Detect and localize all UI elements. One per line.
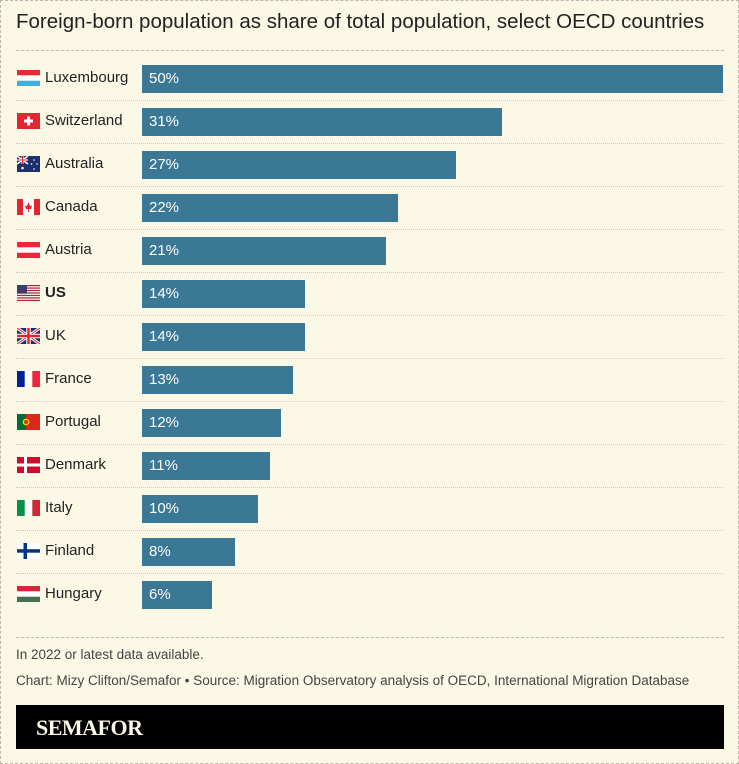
- bar-row-finland: Finland 8%: [16, 531, 724, 574]
- data-label: 8%: [149, 543, 171, 560]
- bar-row-canada: Canada 22%: [16, 187, 724, 230]
- bar-denmark: [142, 452, 270, 480]
- bar-france: [142, 366, 294, 394]
- category-label: Hungary: [45, 585, 102, 602]
- category-label: Portugal: [45, 413, 101, 430]
- category-label: Luxembourg: [45, 69, 129, 86]
- australia-flag-icon: [17, 156, 40, 172]
- chart-title: Foreign-born population as share of tota…: [16, 10, 705, 33]
- category-label: Italy: [45, 499, 73, 516]
- data-label: 13%: [149, 371, 180, 388]
- bar-us: [142, 280, 305, 308]
- category-label: Denmark: [45, 456, 106, 473]
- data-label: 21%: [149, 242, 180, 259]
- bar-switzerland: [142, 108, 503, 136]
- us-flag-icon: [17, 285, 40, 301]
- category-label: Switzerland: [45, 112, 123, 129]
- bar-row-hungary: Hungary 6%: [16, 574, 724, 617]
- bar-austria: [142, 237, 387, 265]
- bar-uk: [142, 323, 305, 351]
- data-label: 14%: [149, 285, 180, 302]
- data-label: 31%: [149, 113, 180, 130]
- bar-row-us: US 14%: [16, 273, 724, 316]
- data-label: 6%: [149, 586, 171, 603]
- switzerland-flag-icon: [17, 113, 40, 129]
- uk-flag-icon: [17, 328, 40, 344]
- category-label: Austria: [45, 241, 92, 258]
- category-label: US: [45, 284, 66, 301]
- portugal-flag-icon: [17, 414, 40, 430]
- canada-flag-icon: [17, 199, 40, 215]
- bar-italy: [142, 495, 259, 523]
- category-label: Canada: [45, 198, 98, 215]
- bar-canada: [142, 194, 398, 222]
- semafor-logo: SEMAFOR: [16, 705, 724, 749]
- bar-row-luxembourg: Luxembourg 50%: [16, 58, 724, 101]
- luxembourg-flag-icon: [17, 70, 40, 86]
- data-label: 11%: [149, 457, 178, 474]
- note: In 2022 or latest data available.: [16, 647, 204, 662]
- category-label: UK: [45, 327, 66, 344]
- bar-row-denmark: Denmark 11%: [16, 445, 724, 488]
- bar-rows: Luxembourg 50% Switzerland 31% Australia…: [16, 58, 724, 617]
- category-label: Australia: [45, 155, 104, 172]
- bar-portugal: [142, 409, 282, 437]
- data-label: 50%: [149, 70, 180, 87]
- data-label: 27%: [149, 156, 180, 173]
- austria-flag-icon: [17, 242, 40, 258]
- divider: [16, 50, 724, 51]
- bar-row-france: France 13%: [16, 359, 724, 402]
- finland-flag-icon: [17, 543, 40, 559]
- bar-row-italy: Italy 10%: [16, 488, 724, 531]
- bar-luxembourg: [142, 65, 723, 93]
- bar-hungary: [142, 581, 212, 609]
- bar-row-australia: Australia 27%: [16, 144, 724, 187]
- divider: [16, 637, 724, 638]
- bar-finland: [142, 538, 235, 566]
- bar-row-switzerland: Switzerland 31%: [16, 101, 724, 144]
- category-label: France: [45, 370, 92, 387]
- category-label: Finland: [45, 542, 95, 559]
- bar-australia: [142, 151, 456, 179]
- data-label: 14%: [149, 328, 180, 345]
- italy-flag-icon: [17, 500, 40, 516]
- france-flag-icon: [17, 371, 40, 387]
- data-label: 22%: [149, 199, 180, 216]
- data-label: 10%: [149, 500, 180, 517]
- bar-row-portugal: Portugal 12%: [16, 402, 724, 445]
- data-label: 12%: [149, 414, 180, 431]
- bar-row-austria: Austria 21%: [16, 230, 724, 273]
- hungary-flag-icon: [17, 586, 40, 602]
- logo-text: SEMAFOR: [36, 715, 143, 740]
- bar-row-uk: UK 14%: [16, 316, 724, 359]
- source-note: Chart: Mizy Clifton/Semafor • Source: Mi…: [16, 673, 690, 688]
- denmark-flag-icon: [17, 457, 40, 473]
